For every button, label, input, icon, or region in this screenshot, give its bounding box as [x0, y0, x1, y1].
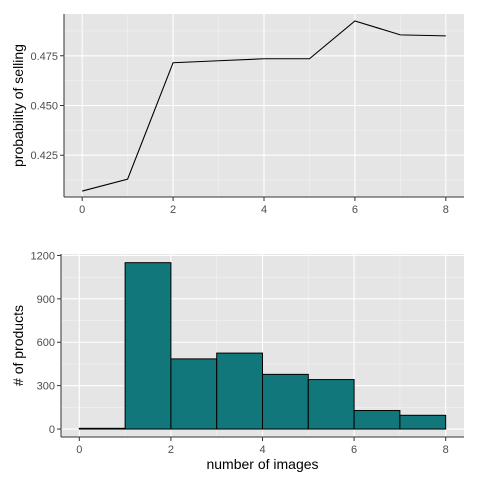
histogram-bar-5-6 [307, 379, 355, 430]
x-tick-label: 0 [76, 444, 82, 456]
x-tick-label: 4 [261, 204, 267, 216]
histogram-bar-4-5 [262, 373, 309, 430]
y-tick-label: 0.475 [30, 51, 58, 63]
histogram-bar-3-4 [216, 352, 263, 430]
x-tick-label: 8 [443, 204, 449, 216]
x-tick-label: 4 [259, 444, 265, 456]
histogram-bar-6-7 [353, 410, 401, 430]
x-tick-label: 0 [79, 204, 85, 216]
probability-line-panel: 0 2 4 6 8 0.425 0.450 0.475 probability of selli… [10, 14, 464, 216]
probability-line [82, 20, 446, 192]
x-tick-label: 2 [168, 444, 174, 456]
image-count-histogram-panel: 0 2 4 6 8 0 300 600 900 1200 # of products number o… [10, 250, 464, 472]
y-axis-title: probability of selling [10, 44, 26, 167]
histogram-bar-1-2 [124, 262, 172, 430]
x-tick-label: 6 [351, 444, 357, 456]
x-tick-label: 2 [170, 204, 176, 216]
x-tick-label: 8 [443, 444, 449, 456]
y-tick-label: 900 [37, 294, 55, 306]
histogram-bar-7-8 [399, 414, 447, 430]
y-tick-label: 0 [49, 424, 55, 436]
histogram-bar-0-1 [78, 427, 126, 430]
y-tick-label: 600 [37, 337, 55, 349]
x-axis-title: number of images [206, 456, 318, 472]
y-tick-label: 300 [37, 381, 55, 393]
x-tick-label: 6 [352, 204, 358, 216]
y-axis-title: # of products [10, 305, 26, 386]
y-tick-label: 0.425 [30, 150, 58, 162]
y-tick-label: 1200 [31, 250, 55, 262]
histogram-bar-2-3 [170, 358, 218, 430]
y-tick-label: 0.450 [30, 101, 58, 113]
